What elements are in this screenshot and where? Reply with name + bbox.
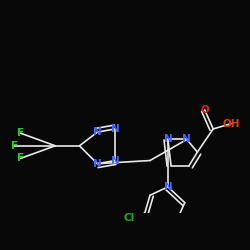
Text: N: N bbox=[93, 159, 102, 169]
Text: N: N bbox=[93, 127, 102, 137]
Text: N: N bbox=[164, 134, 172, 144]
Text: N: N bbox=[111, 124, 120, 134]
Text: OH: OH bbox=[222, 119, 240, 129]
Text: F: F bbox=[17, 128, 24, 138]
Text: N: N bbox=[182, 134, 191, 144]
Text: N: N bbox=[164, 182, 172, 192]
Text: N: N bbox=[111, 156, 120, 166]
Text: F: F bbox=[11, 141, 18, 151]
Text: O: O bbox=[200, 105, 209, 115]
Text: Cl: Cl bbox=[123, 214, 134, 224]
Text: F: F bbox=[17, 154, 24, 164]
